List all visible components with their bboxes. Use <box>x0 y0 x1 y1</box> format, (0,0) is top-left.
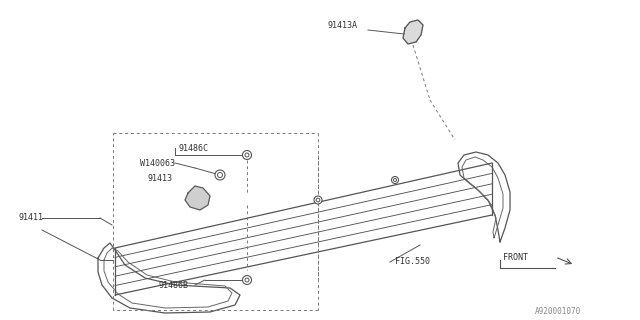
Circle shape <box>243 276 252 284</box>
Text: 91411: 91411 <box>18 213 43 222</box>
Circle shape <box>392 177 399 183</box>
Circle shape <box>215 170 225 180</box>
Text: 91486B: 91486B <box>158 281 188 290</box>
Text: 91413: 91413 <box>147 173 172 182</box>
Text: FRONT: FRONT <box>503 252 528 261</box>
Polygon shape <box>185 186 210 210</box>
Circle shape <box>314 196 322 204</box>
Circle shape <box>243 150 252 159</box>
Text: W140063: W140063 <box>140 158 175 167</box>
Text: 91486C: 91486C <box>178 143 208 153</box>
Text: FIG.550: FIG.550 <box>395 258 430 267</box>
Text: A920001070: A920001070 <box>535 308 581 316</box>
Text: 91413A: 91413A <box>327 20 357 29</box>
Polygon shape <box>403 20 423 44</box>
